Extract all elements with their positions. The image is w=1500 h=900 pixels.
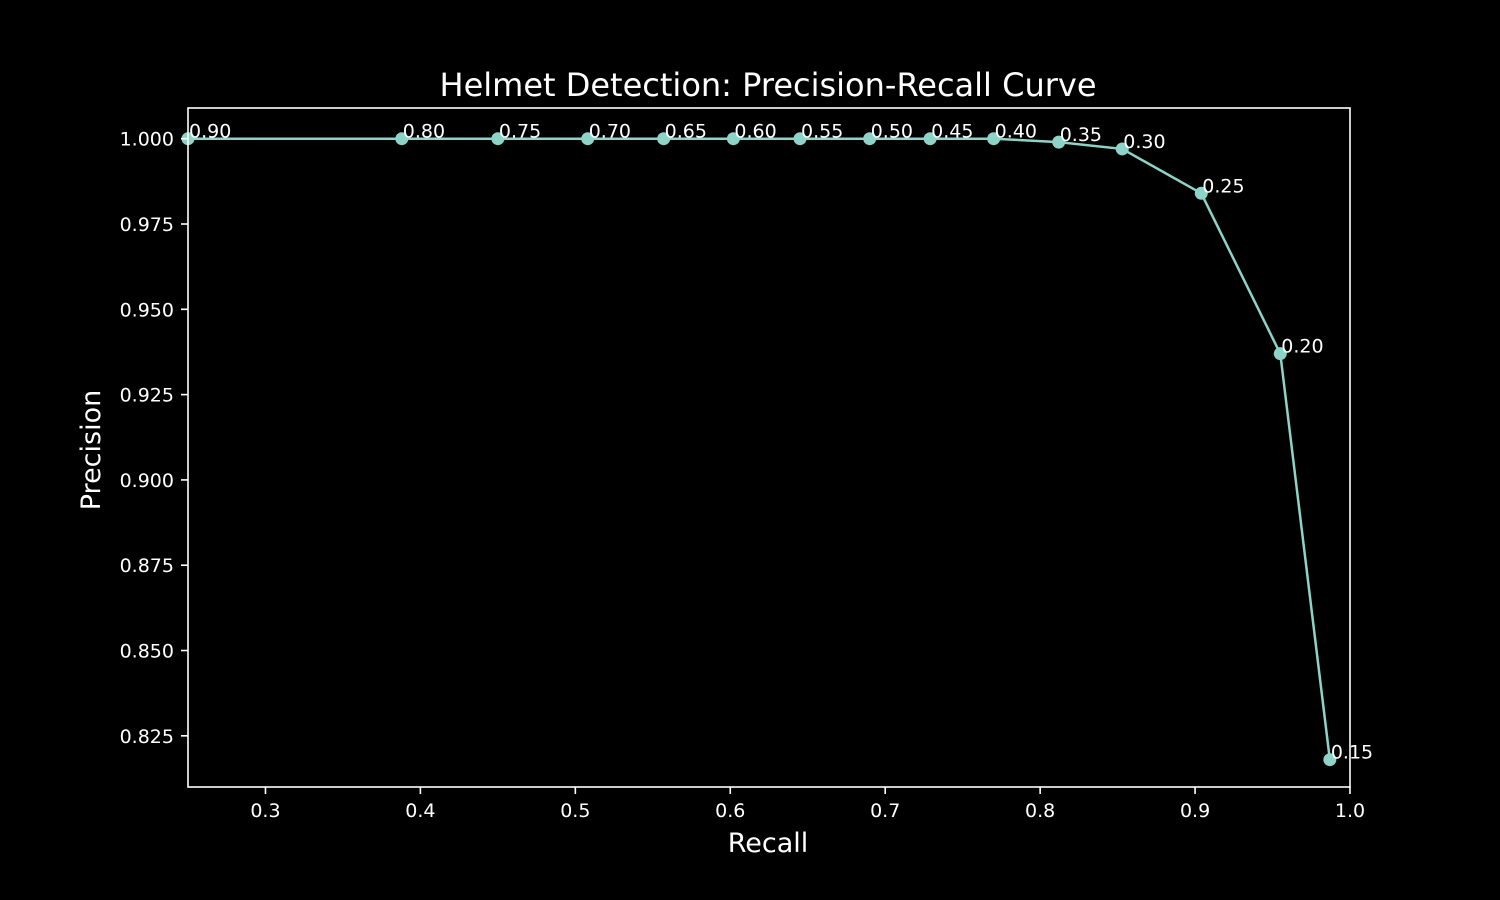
y-tick-label: 0.950 <box>120 299 174 321</box>
x-tick-label: 0.4 <box>405 800 435 822</box>
data-point-label: 0.80 <box>403 121 445 143</box>
data-point <box>491 132 505 146</box>
y-tick-label: 0.975 <box>120 214 174 236</box>
data-point-label: 0.50 <box>871 121 913 143</box>
data-point-label: 0.35 <box>1060 124 1102 146</box>
plot-area: 0.90 0.80 0.75 0.70 0.65 0.60 0.55 0.50 0.45 0.40… <box>181 121 1373 767</box>
x-axis-title: Recall <box>728 828 809 859</box>
x-tick-label: 0.6 <box>715 800 745 822</box>
data-point <box>657 132 671 146</box>
data-point-label: 0.90 <box>189 121 231 143</box>
x-tick-label: 0.7 <box>870 800 900 822</box>
x-tick-label: 1.0 <box>1335 800 1365 822</box>
series-markers <box>181 132 1337 767</box>
data-point <box>1323 753 1337 767</box>
data-point-label: 0.30 <box>1123 131 1165 153</box>
data-point <box>1052 135 1066 149</box>
y-axis: 0.825 0.850 0.875 0.900 0.925 0.950 0.975 1.000 <box>120 129 188 748</box>
chart-title: Helmet Detection: Precision-Recall Curve <box>440 66 1097 104</box>
y-tick-label: 1.000 <box>120 129 174 151</box>
data-point <box>1115 142 1129 156</box>
data-point-label: 0.65 <box>665 121 707 143</box>
x-axis: 0.3 0.4 0.5 0.6 0.7 0.8 0.9 1.0 <box>250 787 1365 822</box>
y-tick-label: 0.825 <box>120 726 174 748</box>
plot-frame <box>187 107 1351 788</box>
data-point <box>923 132 937 146</box>
data-point <box>863 132 877 146</box>
data-point <box>726 132 740 146</box>
data-point <box>395 132 409 146</box>
data-point-label: 0.55 <box>801 121 843 143</box>
data-point-label: 0.20 <box>1281 336 1323 358</box>
data-point-label: 0.40 <box>995 121 1037 143</box>
y-tick-label: 0.875 <box>120 555 174 577</box>
y-tick-label: 0.850 <box>120 641 174 663</box>
point-labels: 0.90 0.80 0.75 0.70 0.65 0.60 0.55 0.50 0.45 0.40… <box>189 121 1373 764</box>
y-axis-title: Precision <box>76 390 107 510</box>
data-point-label: 0.75 <box>499 121 541 143</box>
data-point <box>987 132 1001 146</box>
data-point-label: 0.60 <box>734 121 776 143</box>
data-point <box>1194 186 1208 200</box>
data-point-label: 0.45 <box>931 121 973 143</box>
data-point <box>581 132 595 146</box>
data-point-label: 0.15 <box>1331 742 1373 764</box>
data-point-label: 0.70 <box>589 121 631 143</box>
data-point-label: 0.25 <box>1202 175 1244 197</box>
y-tick-label: 0.900 <box>120 470 174 492</box>
x-tick-label: 0.3 <box>250 800 280 822</box>
data-point <box>793 132 807 146</box>
y-tick-label: 0.925 <box>120 385 174 407</box>
x-tick-label: 0.8 <box>1025 800 1055 822</box>
data-point <box>1273 347 1287 361</box>
x-tick-label: 0.5 <box>560 800 590 822</box>
x-tick-label: 0.9 <box>1180 800 1210 822</box>
